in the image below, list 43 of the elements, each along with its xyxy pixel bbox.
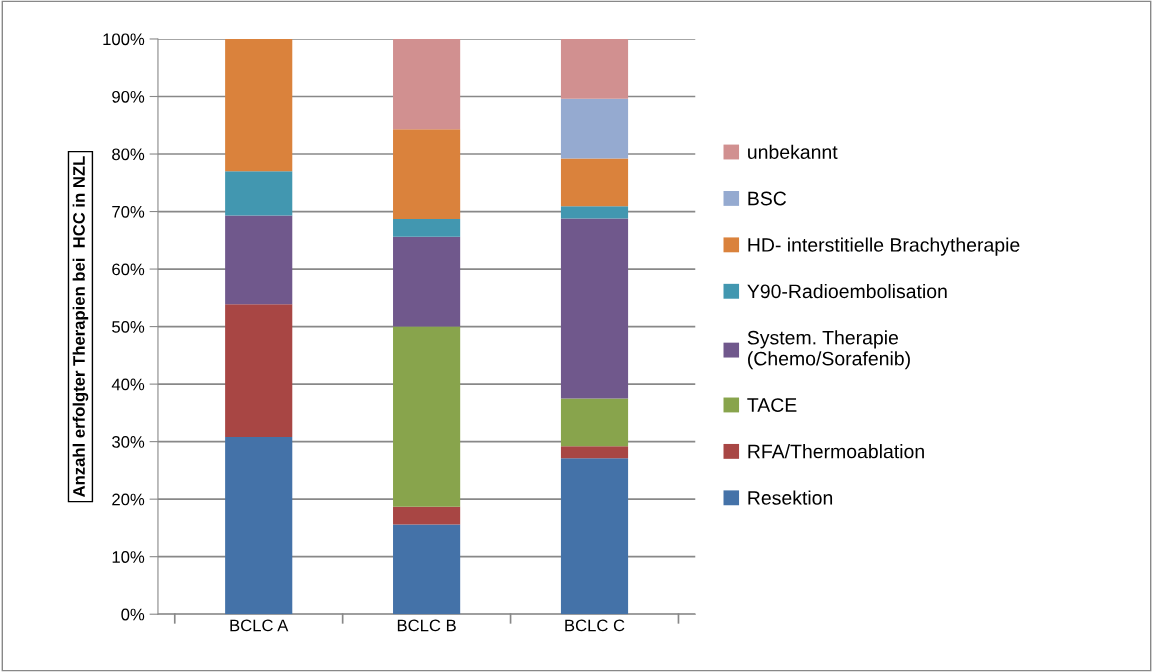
bar bbox=[560, 218, 629, 399]
bar bbox=[225, 304, 293, 438]
bar bbox=[225, 437, 293, 615]
y-tick-label: 20% bbox=[112, 493, 145, 506]
bar bbox=[393, 129, 461, 220]
bar bbox=[393, 236, 461, 327]
y-tick-label: 60% bbox=[112, 263, 145, 276]
legend-label: System. Therapie (Chemo/Sorafenib) bbox=[747, 330, 910, 370]
bar bbox=[225, 215, 293, 305]
legend-label: Y90-Radioembolisation bbox=[747, 283, 947, 299]
bar bbox=[560, 206, 629, 219]
y-tick-label: 70% bbox=[112, 205, 145, 218]
bar bbox=[560, 98, 629, 159]
bar bbox=[393, 38, 461, 130]
legend-label: BSC bbox=[748, 191, 787, 206]
bar bbox=[225, 38, 293, 172]
y-tick-label: 100% bbox=[103, 33, 145, 46]
legend-label: TACE bbox=[747, 398, 797, 412]
bar bbox=[560, 158, 629, 207]
legend-label: RFA/Thermoablation bbox=[748, 444, 924, 459]
bar bbox=[393, 506, 461, 525]
bar bbox=[560, 446, 629, 459]
bar bbox=[560, 38, 629, 99]
legend-label: HD- interstitielle Brachytherapie bbox=[748, 237, 1020, 256]
y-tick-label: 40% bbox=[111, 378, 145, 391]
bar bbox=[560, 458, 629, 615]
x-tick-label: BCLC B bbox=[397, 619, 456, 632]
y-tick-label: 10% bbox=[112, 551, 145, 563]
legend-label: unbekannt bbox=[748, 144, 838, 159]
x-tick-label: BCLC A bbox=[230, 619, 289, 632]
x-tick-label: BCLC C bbox=[565, 619, 625, 632]
bar bbox=[393, 219, 461, 237]
y-tick-label: 90% bbox=[112, 90, 145, 103]
y-tick-label: 30% bbox=[112, 436, 145, 448]
bar bbox=[393, 524, 461, 615]
bar bbox=[393, 326, 461, 507]
y-tick-label: 50% bbox=[112, 320, 145, 333]
bar bbox=[560, 398, 629, 447]
bar bbox=[225, 171, 293, 216]
legend-label: Resektion bbox=[748, 490, 833, 505]
y-tick-label: 80% bbox=[112, 148, 145, 161]
y-axis-title: Anzahl erfolgter Therapien bei HCC in NZL bbox=[72, 156, 89, 498]
y-tick-label: 0% bbox=[121, 608, 145, 621]
